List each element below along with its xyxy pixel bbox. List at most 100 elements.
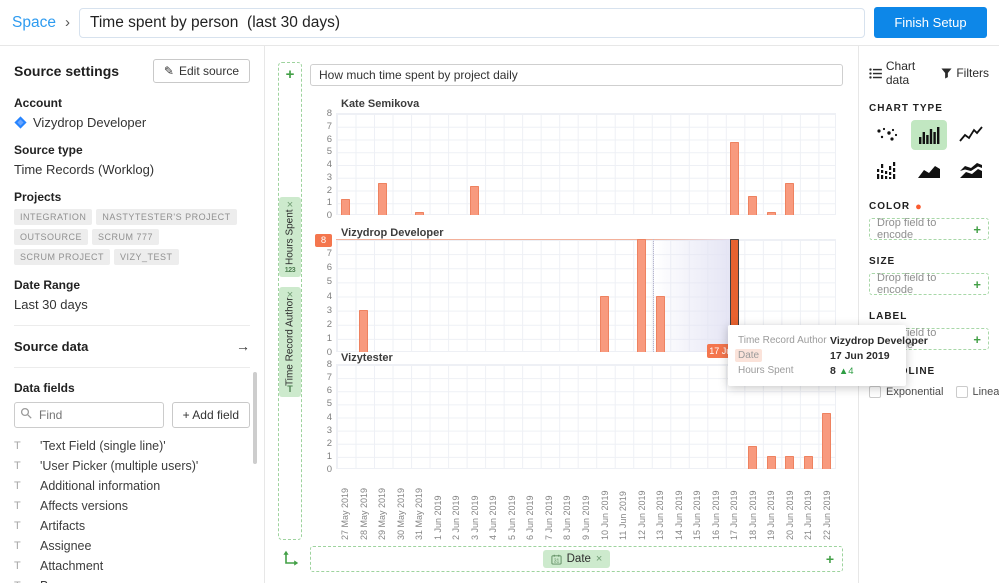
- swap-axes-icon[interactable]: [281, 549, 300, 568]
- x-tick-label: 7 Jun 2019: [543, 495, 554, 540]
- field-item[interactable]: T Additional information: [14, 476, 250, 496]
- field-item-label: Assignee: [40, 539, 92, 553]
- bar-highlighted[interactable]: [729, 239, 739, 352]
- bar[interactable]: [729, 141, 739, 215]
- tooltip-row-label: Date: [735, 349, 830, 362]
- bar[interactable]: [785, 455, 795, 469]
- bar[interactable]: [340, 199, 350, 215]
- x-axis-field-chip[interactable]: 31 Date ×: [542, 550, 611, 568]
- bar[interactable]: [470, 186, 480, 215]
- vizydrop-account-icon: [14, 116, 27, 129]
- color-swatch-icon: ●: [915, 200, 923, 213]
- bar[interactable]: [822, 413, 832, 469]
- field-item[interactable]: T 'Text Field (single line)': [14, 436, 250, 456]
- source-settings-sidebar: Source settings ✎ Edit source Account Vi…: [0, 46, 265, 583]
- field-item[interactable]: T 'User Picker (multiple users)': [14, 456, 250, 476]
- sidebar-scrollbar[interactable]: [253, 372, 257, 464]
- project-tag: SCRUM 777: [92, 229, 160, 245]
- color-drop-zone[interactable]: Drop field to encode +: [869, 217, 989, 241]
- y-tick-label: 5: [326, 398, 332, 410]
- space-breadcrumb-link[interactable]: Space: [12, 13, 56, 31]
- bar[interactable]: [785, 183, 795, 215]
- chart-type-interval[interactable]: [869, 155, 906, 185]
- add-x-field-icon[interactable]: +: [825, 551, 834, 567]
- x-field-label: Date: [566, 553, 591, 565]
- x-tick-label: 2 Jun 2019: [451, 495, 462, 540]
- x-axis-drop-zone[interactable]: 31 Date × +: [310, 546, 843, 572]
- field-item-label: Affects versions: [40, 499, 129, 513]
- tab-filters[interactable]: Filters: [941, 66, 989, 80]
- text-type-icon: T: [14, 440, 21, 452]
- plus-icon[interactable]: +: [973, 221, 981, 237]
- divider: [14, 325, 250, 326]
- add-y-field-icon[interactable]: +: [285, 66, 295, 83]
- field-search-input[interactable]: [14, 402, 164, 428]
- remove-field-icon[interactable]: ×: [286, 199, 294, 211]
- chart-type-stacked-area[interactable]: [952, 155, 989, 185]
- account-label: Account: [14, 96, 62, 110]
- x-tick-label: 17 Jun 2019: [729, 490, 740, 540]
- bar[interactable]: [377, 183, 387, 215]
- x-tick-label: 29 May 2019: [377, 487, 388, 540]
- facet-field-chip[interactable]: × Time Record Author T: [279, 287, 301, 397]
- bar[interactable]: [766, 211, 776, 215]
- text-type-icon: T: [14, 460, 21, 472]
- text-type-icon: T: [287, 384, 293, 394]
- bar[interactable]: [637, 239, 647, 352]
- bar[interactable]: [414, 211, 424, 215]
- data-fields-label: Data fields: [14, 381, 75, 395]
- y-axis-drop-zone[interactable]: [278, 62, 302, 540]
- bar[interactable]: [600, 295, 610, 352]
- field-item[interactable]: T Attachment: [14, 556, 250, 576]
- x-tick-label: 15 Jun 2019: [692, 490, 703, 540]
- exponential-checkbox[interactable]: [869, 386, 881, 398]
- projects-label: Projects: [14, 190, 62, 204]
- chart-title-input[interactable]: [310, 64, 843, 86]
- chart-type-area[interactable]: [911, 155, 948, 185]
- source-type-value: Time Records (Worklog): [14, 162, 155, 177]
- finish-setup-button[interactable]: Finish Setup: [874, 7, 987, 38]
- y-tick-label: 6: [326, 385, 332, 397]
- tab-chart-data[interactable]: Chart data: [869, 59, 941, 87]
- report-title-input[interactable]: [78, 7, 865, 38]
- bar[interactable]: [359, 309, 369, 352]
- remove-field-icon[interactable]: ×: [286, 289, 294, 301]
- plus-icon[interactable]: +: [973, 276, 981, 292]
- field-item[interactable]: T Assignee: [14, 536, 250, 556]
- y-tick-label: 4: [326, 411, 332, 423]
- facet-title: Kate Semikova: [341, 98, 420, 110]
- y-tick-label: 7: [326, 372, 332, 384]
- x-tick-label: 18 Jun 2019: [747, 490, 758, 540]
- x-tick-label: 5 Jun 2019: [506, 495, 517, 540]
- chart-type-picker: [869, 120, 989, 185]
- field-item-label: Artifacts: [40, 519, 86, 533]
- field-item[interactable]: T Artifacts: [14, 516, 250, 536]
- field-item-label: Additional information: [40, 479, 161, 493]
- y-tick-label: 6: [326, 262, 332, 274]
- bar[interactable]: [766, 455, 776, 469]
- x-tick-label: 16 Jun 2019: [710, 490, 721, 540]
- x-tick-label: 6 Jun 2019: [525, 495, 536, 540]
- text-type-icon: T: [14, 520, 21, 532]
- bar[interactable]: [748, 446, 758, 469]
- chart-type-scatter[interactable]: [869, 120, 906, 150]
- chart-type-line[interactable]: [952, 120, 989, 150]
- chart-type-bar-selected[interactable]: [910, 120, 948, 150]
- bar[interactable]: [803, 455, 813, 469]
- field-item[interactable]: T Affects versions: [14, 496, 250, 516]
- bar[interactable]: [748, 195, 758, 215]
- field-item[interactable]: T Browser: [14, 576, 250, 583]
- text-type-icon: T: [14, 580, 32, 583]
- y-tick-label: 3: [326, 304, 332, 316]
- add-field-button[interactable]: + Add field: [171, 402, 250, 428]
- y-tick-label: 6: [326, 133, 332, 145]
- y-axis-field-chip[interactable]: × Hours Spent 123: [279, 197, 301, 277]
- plus-icon[interactable]: +: [973, 331, 981, 347]
- linear-checkbox[interactable]: [955, 386, 968, 398]
- bar[interactable]: [655, 295, 665, 352]
- y-tick-label: 3: [326, 424, 332, 436]
- source-data-link[interactable]: Source data →: [14, 338, 250, 354]
- remove-field-icon[interactable]: ×: [595, 553, 603, 565]
- size-drop-zone[interactable]: Drop field to encode +: [869, 272, 989, 296]
- edit-source-button[interactable]: ✎ Edit source: [152, 59, 250, 83]
